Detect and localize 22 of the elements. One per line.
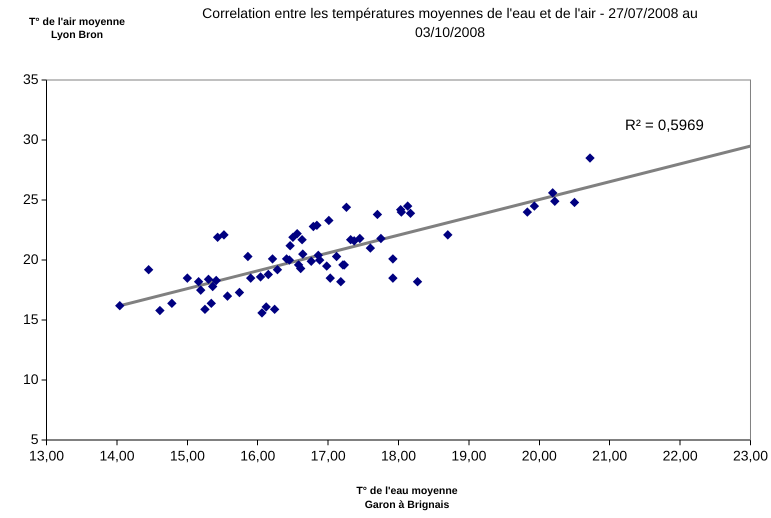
y-tick-label: 20 [22, 250, 39, 267]
y-tick-label: 5 [30, 431, 39, 448]
y-tick-label: 35 [22, 70, 39, 87]
y-tick-label: 30 [22, 130, 39, 147]
y-tick-label: 15 [22, 310, 39, 327]
x-tick-label: 18,00 [381, 447, 416, 464]
x-axis-title: T° de l'eau moyenne Garon à Brignais [355, 484, 459, 512]
x-tick-label: 22,00 [662, 447, 698, 464]
annotation: R² = 0,5969 [625, 117, 704, 134]
x-tick-label: 14,00 [99, 447, 135, 464]
x-tick-label: 15,00 [170, 447, 206, 464]
x-tick-label: 16,00 [240, 447, 276, 464]
x-tick-label: 17,00 [310, 447, 346, 464]
y-axis-title: T° de l'air moyenne Lyon Bron [28, 16, 126, 42]
x-tick-label: 13,00 [29, 447, 64, 464]
x-tick-label: 23,00 [732, 447, 768, 464]
x-tick-label: 20,00 [522, 447, 558, 464]
x-tick-label: 19,00 [451, 447, 487, 464]
y-tick-label: 25 [22, 190, 39, 207]
x-tick-label: 21,00 [592, 447, 628, 464]
y-tick-label: 10 [22, 371, 39, 388]
chart-title: Correlation entre les températures moyennes de l'eau et de l'air - 27/07/2008 au 03/10/2008 [201, 4, 699, 42]
